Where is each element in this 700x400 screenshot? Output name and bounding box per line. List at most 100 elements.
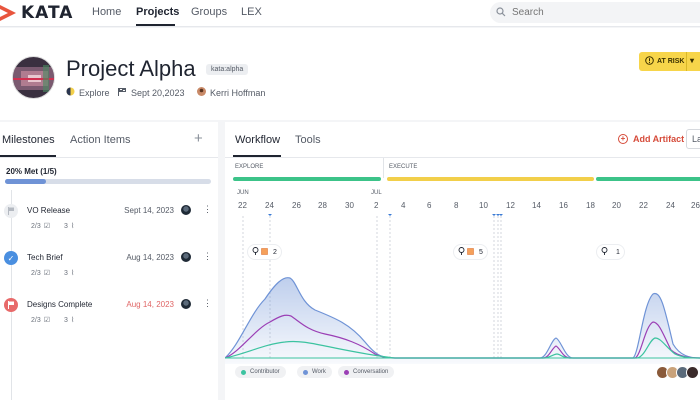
milestone-meta: 2/3 ☑ 3 ⌇ [31,269,75,278]
milestone-name: Tech Brief [27,253,63,262]
milestone-timeline [11,190,12,400]
artifact-type-icon [467,247,474,257]
at-risk-button[interactable]: AT RISK ▾ [639,52,700,71]
attachment-count: 3 [64,222,68,230]
milestone-name: Designs Complete [27,300,93,309]
milestones-met-label: 20% Met (1/5) [6,167,57,176]
flag-icon [4,298,18,312]
checkbox-icon: ☑ [43,223,51,230]
more-options-icon[interactable]: ⋮ [203,204,212,214]
nav-home[interactable]: Home [92,6,122,18]
nav-lex[interactable]: LEX [241,6,262,18]
search-icon [496,4,506,22]
divider [225,157,700,158]
task-count: 2/3 [31,222,41,230]
phase-half-circle-icon [66,87,75,98]
legend-dot [344,369,349,375]
milestone-item[interactable]: Designs Complete Aug 14, 2023 ⋮ 2/3 ☑ 3 … [0,298,218,338]
paperclip-icon: ⌇ [70,270,75,277]
day-label: 2 [374,201,379,210]
avatar [686,366,699,379]
page-title: Project Alpha [66,56,196,81]
attachment-count: 3 [64,269,68,277]
more-options-icon[interactable]: ⋮ [203,251,212,261]
day-label: 22 [639,201,648,210]
legend-label: Contributor [250,369,280,375]
flag-icon [4,204,18,218]
month-label: JUN [237,190,249,196]
logo[interactable]: KATA [0,2,73,24]
nav-projects[interactable]: Projects [136,6,180,18]
task-count: 2/3 [31,269,41,277]
checkbox-icon: ☑ [43,317,51,324]
legend-work[interactable]: Work [297,366,332,378]
artifact-flag-pill[interactable]: 1 [596,244,625,260]
day-label: 24 [666,201,675,210]
legend-label: Conversation [353,369,389,375]
tab-active-indicator [233,155,281,157]
project-avatar [12,56,55,99]
search-input[interactable] [512,7,672,18]
day-label: 18 [586,201,595,210]
day-label: 8 [454,201,459,210]
add-artifact-button[interactable]: + Add Artifact [618,134,684,144]
milestone-date: Aug 14, 2023 [126,253,174,262]
legend-contributor[interactable]: Contributor [235,366,286,378]
tab-active-indicator [0,155,56,157]
logo-text: KATA [21,3,74,23]
artifact-count: 2 [273,248,277,256]
chevron-down-icon[interactable]: ▾ [690,56,695,65]
contributor-avatars[interactable] [656,366,699,379]
artifact-flag-pill[interactable]: 2 [247,244,282,260]
day-label: 6 [427,201,432,210]
tab-tools[interactable]: Tools [295,134,321,146]
add-artifact-label: Add Artifact [633,134,685,144]
day-label: 10 [479,201,488,210]
day-label: 26 [691,201,700,210]
assignee-avatar [180,204,192,216]
milestone-date: Sept 14, 2023 [124,206,174,215]
checkbox-icon: ☑ [43,270,51,277]
divider [0,157,218,158]
project-tag: kata:alpha [206,64,249,75]
add-milestone-button[interactable]: + [194,130,203,147]
pin-icon [458,247,465,257]
legend-conversation[interactable]: Conversation [338,366,395,378]
day-label: 22 [238,201,247,210]
phase-label-explore: EXPLORE [235,164,264,170]
search-box[interactable] [490,2,700,23]
flag-icon [118,87,127,98]
tab-workflow[interactable]: Workflow [235,134,281,146]
alert-icon [645,56,654,67]
plus-circle-icon: + [618,134,628,144]
day-label: 14 [532,201,541,210]
date-meta: Sept 20,2023 [118,87,185,98]
layout-button[interactable]: La [686,129,700,149]
day-label: 20 [612,201,621,210]
milestone-item[interactable]: ✓ Tech Brief Aug 14, 2023 ⋮ 2/3 ☑ 3 ⌇ [0,251,218,291]
project-header: Project Alpha kata:alpha Explore Sept 20… [0,28,700,120]
month-label: JUL [371,190,382,196]
legend-dot [303,369,308,375]
attachment-count: 3 [64,316,68,324]
tab-action-items[interactable]: Action Items [70,134,131,146]
assignee-avatar [180,251,192,263]
milestone-item[interactable]: VO Release Sept 14, 2023 ⋮ 2/3 ☑ 3 ⌇ [0,204,218,244]
pin-icon [252,247,259,257]
legend-dot [241,369,246,375]
workflow-panel: Workflow Tools + Add Artifact La EXPLORE… [225,122,700,400]
owner-name[interactable]: Kerri Hoffman [210,87,266,98]
phase-label: Explore [79,87,110,98]
phase-divider [383,158,384,178]
progress-fill [5,179,47,184]
day-label: 26 [292,201,301,210]
nav-groups[interactable]: Groups [191,6,228,18]
artifact-count: 1 [616,248,620,256]
tab-milestones[interactable]: Milestones [2,134,55,146]
artifact-flag-pill[interactable]: 5 [453,244,488,260]
artifact-count: 5 [479,248,483,256]
more-options-icon[interactable]: ⋮ [203,298,212,308]
nav-active-indicator [136,24,175,26]
phase-bar-next [596,177,700,181]
top-navigation: KATA Home Projects Groups LEX [0,0,700,27]
